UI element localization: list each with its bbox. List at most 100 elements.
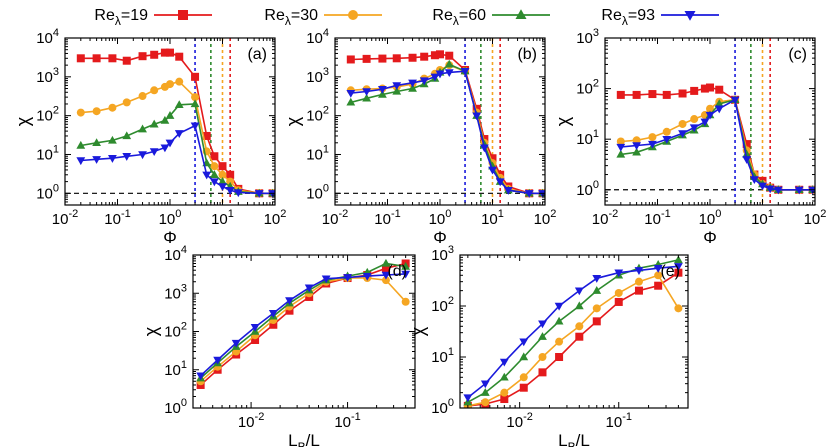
data-point-circle bbox=[401, 297, 410, 306]
series-line-triangle-up bbox=[200, 262, 406, 379]
data-point-triangle-down bbox=[122, 153, 132, 161]
data-point-triangle-down bbox=[689, 124, 699, 133]
y-tick-label: 100 bbox=[576, 179, 599, 199]
data-point-square bbox=[674, 268, 683, 277]
data-point-square bbox=[166, 48, 174, 57]
data-point-triangle-down bbox=[343, 274, 352, 282]
data-point-circle bbox=[108, 103, 117, 112]
data-point-triangle-down bbox=[430, 73, 440, 82]
data-point-triangle-down bbox=[362, 88, 372, 97]
data-point-triangle-down bbox=[362, 272, 372, 281]
data-point-triangle-up bbox=[108, 135, 117, 144]
data-point-triangle-down bbox=[268, 310, 278, 318]
data-point-square bbox=[408, 53, 417, 62]
y-tick-label: 102 bbox=[306, 105, 329, 125]
series-line-triangle-down bbox=[620, 98, 813, 191]
legend: Reλ=19 Reλ=30 Reλ=60 Reλ=93 bbox=[94, 7, 719, 28]
x-tick-label: 10-2 bbox=[52, 208, 78, 228]
data-point-triangle-down bbox=[758, 182, 767, 191]
legend-marker-triangle-down bbox=[684, 11, 696, 21]
data-point-square bbox=[346, 55, 355, 64]
data-point-circle bbox=[648, 133, 657, 142]
data-point-triangle-up bbox=[574, 301, 584, 310]
y-tick-label: 100 bbox=[164, 397, 187, 417]
panel-label: (a) bbox=[247, 46, 267, 63]
series-line-square bbox=[80, 51, 273, 195]
data-point-triangle-down bbox=[614, 269, 624, 278]
data-point-square bbox=[648, 90, 657, 99]
data-point-triangle-up bbox=[444, 59, 454, 68]
data-point-triangle-down bbox=[202, 171, 212, 180]
data-point-circle bbox=[555, 337, 564, 346]
data-point-square bbox=[108, 54, 117, 63]
data-point-square bbox=[715, 85, 724, 94]
data-point-triangle-down bbox=[76, 157, 86, 166]
data-point-triangle-up bbox=[122, 131, 132, 140]
series-line-triangle-down bbox=[350, 70, 543, 195]
data-point-square bbox=[690, 86, 699, 95]
data-point-triangle-down bbox=[634, 267, 644, 275]
series-line-square bbox=[350, 53, 543, 195]
legend-label: Reλ=30 bbox=[264, 7, 318, 28]
legend-entry: Reλ=19 bbox=[94, 7, 212, 28]
data-point-circle bbox=[218, 170, 227, 179]
chart-panel-5: 100 101 102 103 10-2 10-1 (e) χ LB/L bbox=[408, 244, 689, 447]
y-axis-label: χ bbox=[283, 116, 303, 126]
x-tick-label: 10-1 bbox=[374, 208, 400, 228]
data-point-circle bbox=[175, 77, 184, 86]
data-point-square bbox=[706, 83, 714, 92]
data-point-triangle-up bbox=[165, 111, 175, 119]
data-point-triangle-down bbox=[773, 186, 783, 195]
chart-panel-4: 100 101 102 103 104 10-2 10-1 (d) χ LB/L bbox=[141, 244, 416, 447]
x-tick-label: 101 bbox=[211, 208, 234, 228]
data-point-triangle-down bbox=[472, 112, 482, 121]
data-point-triangle-down bbox=[392, 82, 402, 91]
data-point-triangle-up bbox=[92, 138, 102, 146]
data-point-triangle-down bbox=[304, 284, 314, 293]
data-point-circle bbox=[654, 271, 663, 280]
data-point-triangle-up bbox=[673, 255, 683, 264]
legend-marker-circle bbox=[348, 10, 358, 20]
y-tick-label: 101 bbox=[164, 359, 187, 379]
legend-marker-square bbox=[178, 10, 188, 20]
data-point-triangle-down bbox=[749, 176, 759, 185]
series-group bbox=[346, 50, 545, 198]
y-tick-label: 102 bbox=[36, 105, 59, 125]
data-point-triangle-down bbox=[419, 77, 429, 86]
data-point-triangle-down bbox=[730, 96, 740, 105]
data-point-square bbox=[378, 54, 387, 63]
y-tick-label: 100 bbox=[431, 397, 454, 417]
data-point-triangle-down bbox=[233, 189, 243, 198]
x-axis-label: Φ bbox=[433, 228, 447, 247]
legend-entry: Reλ=93 bbox=[601, 7, 719, 28]
series-line-triangle-down bbox=[80, 124, 273, 195]
data-point-square bbox=[445, 51, 454, 60]
data-point-triangle-up bbox=[632, 147, 642, 156]
data-point-triangle-down bbox=[653, 265, 663, 273]
x-tick-label: 10-1 bbox=[644, 208, 670, 228]
data-point-triangle-up bbox=[218, 177, 227, 185]
data-point-square bbox=[592, 317, 601, 326]
data-point-circle bbox=[138, 92, 147, 101]
y-tick-label: 102 bbox=[431, 295, 454, 315]
data-point-square bbox=[662, 90, 671, 99]
data-point-triangle-up bbox=[408, 83, 417, 92]
data-point-circle bbox=[226, 177, 235, 186]
series-line-square bbox=[467, 272, 679, 407]
y-tick-label: 103 bbox=[306, 66, 329, 86]
y-tick-label: 101 bbox=[431, 346, 454, 366]
data-point-triangle-up bbox=[401, 261, 411, 270]
data-point-square bbox=[150, 50, 159, 59]
data-point-triangle-up bbox=[714, 99, 724, 108]
data-point-triangle-down bbox=[648, 140, 657, 149]
data-point-triangle-down bbox=[250, 323, 260, 332]
data-point-triangle-down bbox=[138, 151, 147, 160]
y-tick-label: 101 bbox=[576, 128, 599, 148]
y-tick-label: 101 bbox=[36, 143, 59, 163]
legend-label: Reλ=19 bbox=[94, 7, 148, 28]
x-tick-label: 102 bbox=[804, 208, 827, 228]
legend-marker-triangle-up bbox=[515, 9, 527, 19]
data-point-square bbox=[76, 54, 85, 63]
